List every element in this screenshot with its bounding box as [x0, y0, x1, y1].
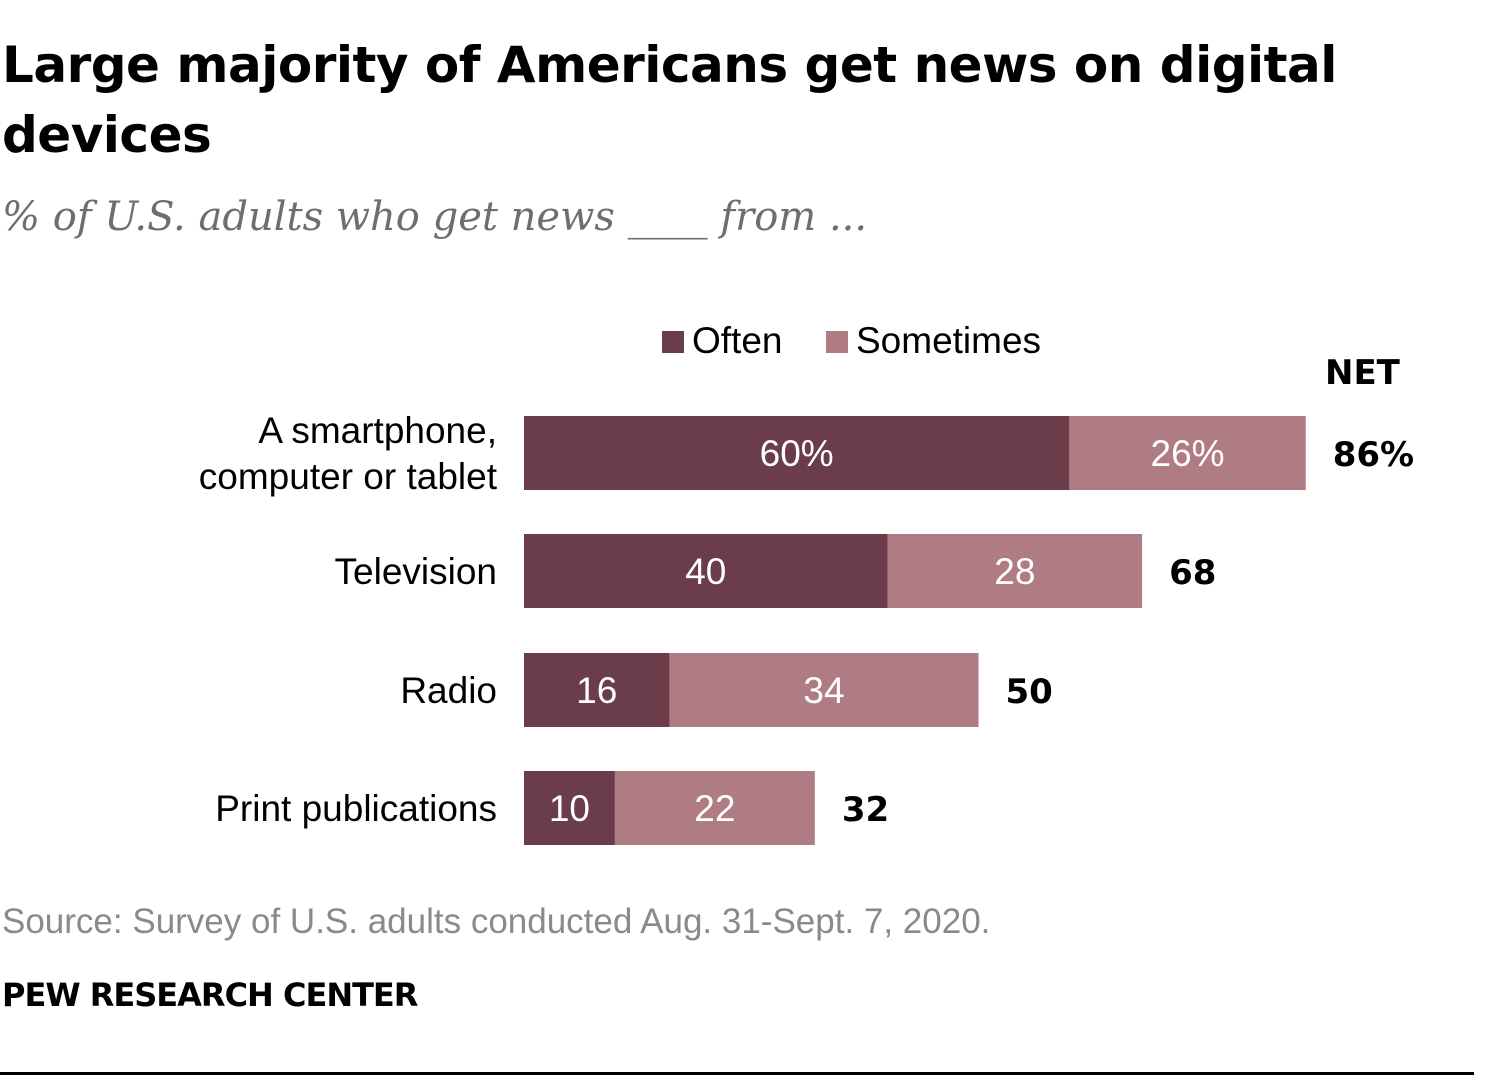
net-value-label: 50: [1006, 672, 1053, 712]
bar-value-label: 22: [694, 788, 735, 829]
bars-group: A smartphone, computer or tablet 60% 26% 86%…: [199, 410, 1414, 845]
bar-value-label: 10: [549, 788, 590, 829]
bar-segment-sometimes: [614, 771, 815, 845]
bottom-divider: [0, 1072, 1474, 1075]
bar-segment-sometimes: [1069, 416, 1306, 490]
bar-value-label: 40: [685, 551, 726, 592]
legend-swatch-sometimes: [826, 331, 848, 353]
legend-swatch-often: [662, 331, 684, 353]
category-label: Print publications: [215, 788, 497, 829]
legend-label-sometimes: Sometimes: [856, 320, 1041, 361]
net-value-label: 68: [1169, 553, 1216, 593]
bar-segment-often: [524, 416, 1070, 490]
net-header: NET: [1325, 353, 1401, 393]
bar-segment-often: [524, 653, 670, 727]
stacked-bar-chart: Often Sometimes NET A smartphone, compute…: [199, 320, 1414, 845]
legend-label-often: Often: [692, 320, 783, 361]
category-label: A smartphone, computer or tablet: [199, 410, 498, 497]
chart-subtitle: % of U.S. adults who get news ____ from …: [2, 194, 868, 240]
source-note: Source: Survey of U.S. adults conducted …: [2, 902, 991, 941]
legend: Often Sometimes: [662, 320, 1041, 361]
bar-value-label: 28: [994, 551, 1035, 592]
category-label: Television: [335, 551, 497, 592]
net-value-label: 32: [842, 790, 889, 830]
chart-title: Large majority of Americans get news on …: [2, 36, 1337, 164]
bar-value-label: 60%: [760, 433, 834, 474]
net-value-label: 86%: [1333, 435, 1414, 475]
bar-segment-often: [524, 771, 615, 845]
bar-segment-sometimes: [669, 653, 979, 727]
bar-segment-often: [524, 534, 888, 608]
bar-value-label: 34: [803, 670, 844, 711]
bar-value-label: 26%: [1151, 433, 1225, 474]
bar-value-label: 16: [576, 670, 617, 711]
bar-segment-sometimes: [887, 534, 1143, 608]
category-label: Radio: [400, 670, 497, 711]
organization-name: PEW RESEARCH CENTER: [2, 976, 418, 1014]
